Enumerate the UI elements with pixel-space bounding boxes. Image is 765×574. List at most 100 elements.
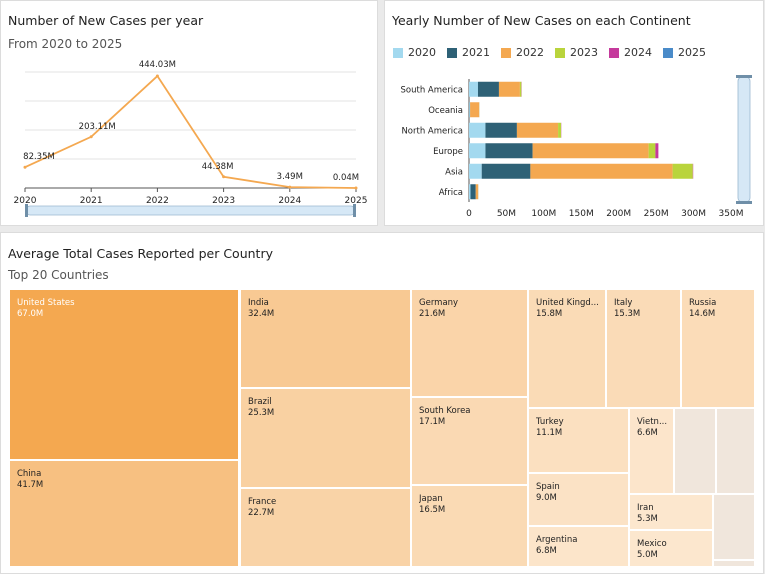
tile-name: South Korea [419, 406, 471, 416]
tile-name: Vietn... [637, 417, 668, 427]
bar-segment[interactable] [530, 163, 673, 179]
bar-segment[interactable] [469, 163, 482, 179]
range-slider-handle-left[interactable] [25, 204, 28, 217]
tile-name: United Kingd... [536, 298, 599, 308]
legend-item[interactable]: 2025 [663, 46, 706, 59]
bar-segment[interactable] [481, 163, 531, 179]
tile-name: Argentina [536, 535, 578, 545]
bar-segment[interactable] [498, 81, 520, 97]
bar-segment[interactable] [470, 102, 480, 118]
tile-value: 25.3M [248, 408, 275, 418]
scrollbar-track[interactable] [737, 76, 751, 203]
treemap-tile[interactable]: United Kingd... 15.8M [528, 289, 606, 408]
line-chart: 2020 2021 2022 2023 2024 2025 82.35M 203.11M 444… [14, 60, 367, 217]
bar-segment[interactable] [469, 122, 486, 138]
data-label: 203.11M [79, 122, 116, 132]
treemap-tile[interactable]: Iran 5.3M [629, 494, 713, 530]
legend-item[interactable]: 2021 [447, 46, 490, 59]
bar-segment[interactable] [469, 143, 486, 159]
bar-segment[interactable] [469, 184, 471, 200]
legend-swatch [663, 47, 673, 58]
tile-value: 11.1M [536, 428, 563, 438]
treemap-tile[interactable]: South Korea 17.1M [411, 397, 528, 485]
bar-segment[interactable] [477, 81, 499, 97]
bar-segment[interactable] [469, 81, 478, 97]
category-label: Asia [445, 167, 463, 177]
line-chart-subtitle: From 2020 to 2025 [8, 37, 123, 51]
x-tick-label: 0 [466, 209, 472, 219]
bar-segment[interactable] [655, 143, 659, 159]
tile-name: Germany [419, 298, 459, 308]
range-slider-handle-right[interactable] [353, 204, 356, 217]
x-tick-label: 2020 [14, 196, 37, 206]
data-point [23, 165, 27, 169]
treemap-tile[interactable] [674, 408, 716, 494]
category-label: Africa [439, 188, 463, 198]
bar-segment[interactable] [469, 102, 470, 118]
x-tick-label: 2023 [212, 196, 235, 206]
bar-segment[interactable] [648, 143, 656, 159]
legend-label: 2023 [570, 46, 598, 59]
scrollbar-handle-top[interactable] [736, 75, 752, 78]
bar-segment[interactable] [516, 122, 559, 138]
legend-swatch [447, 47, 457, 58]
treemap: United States 67.0M China 41.7M India 32.4M Br… [1, 233, 765, 574]
bar-segment[interactable] [532, 143, 649, 159]
treemap-tile[interactable] [716, 408, 755, 494]
tile-value: 67.0M [17, 309, 44, 319]
treemap-tile[interactable]: Brazil 25.3M [240, 388, 411, 488]
bar-segment[interactable] [470, 184, 476, 200]
treemap-tile[interactable] [713, 494, 755, 560]
tile-value: 6.6M [637, 428, 658, 438]
treemap-tile[interactable]: China 41.7M [9, 460, 239, 567]
treemap-tile[interactable]: India 32.4M [240, 289, 411, 388]
bar-segment[interactable] [519, 81, 522, 97]
treemap-tile[interactable]: Japan 16.5M [411, 485, 528, 567]
scrollbar-handle-bottom[interactable] [736, 201, 752, 204]
treemap-panel: Average Total Cases Reported per Country… [0, 232, 764, 574]
treemap-tile[interactable]: Spain 9.0M [528, 473, 629, 526]
treemap-tile[interactable]: United States 67.0M [9, 289, 239, 460]
treemap-title: Average Total Cases Reported per Country [8, 246, 273, 261]
treemap-tile[interactable]: Germany 21.6M [411, 289, 528, 397]
x-tick-label: 100M [531, 209, 556, 219]
treemap-tile[interactable]: Russia 14.6M [681, 289, 755, 408]
bar-segment[interactable] [485, 122, 517, 138]
treemap-tile[interactable]: France 22.7M [240, 488, 411, 567]
tile-value: 6.8M [536, 546, 557, 556]
legend-swatch [609, 47, 619, 58]
bar-segment[interactable] [485, 143, 533, 159]
treemap-tile[interactable]: Italy 15.3M [606, 289, 681, 408]
data-point [89, 135, 93, 139]
treemap-tile[interactable]: Turkey 11.1M [528, 408, 629, 473]
tile-value: 22.7M [248, 508, 275, 518]
category-label: Europe [433, 147, 463, 157]
category-label: North America [401, 126, 463, 136]
tile-value: 15.3M [614, 309, 641, 319]
data-point [354, 186, 358, 190]
legend-label: 2020 [408, 46, 436, 59]
tile-value: 5.3M [637, 514, 658, 524]
legend-item[interactable]: 2022 [501, 46, 544, 59]
treemap-tile[interactable]: Argentina 6.8M [528, 526, 629, 567]
legend-item[interactable]: 2023 [555, 46, 598, 59]
bar-segment[interactable] [672, 163, 693, 179]
treemap-tile[interactable]: Mexico 5.0M [629, 530, 713, 567]
treemap-tile[interactable] [713, 560, 755, 567]
tile-name: Iran [637, 503, 654, 513]
series-line [24, 74, 357, 189]
treemap-tile[interactable]: Vietn... 6.6M [629, 408, 674, 494]
x-tick-label: 2021 [80, 196, 103, 206]
treemap-subtitle: Top 20 Countries [8, 268, 109, 282]
bar-segment[interactable] [475, 184, 478, 200]
range-slider-track[interactable] [26, 205, 355, 216]
x-tick-label: 2022 [146, 196, 169, 206]
legend-label: 2024 [624, 46, 652, 59]
data-point [155, 74, 159, 78]
bar-segment[interactable] [558, 122, 562, 138]
legend-item[interactable]: 2020 [393, 46, 436, 59]
legend-item[interactable]: 2024 [609, 46, 652, 59]
data-label: 444.03M [139, 60, 176, 70]
data-label: 3.49M [277, 172, 303, 182]
x-tick-label: 250M [644, 209, 669, 219]
